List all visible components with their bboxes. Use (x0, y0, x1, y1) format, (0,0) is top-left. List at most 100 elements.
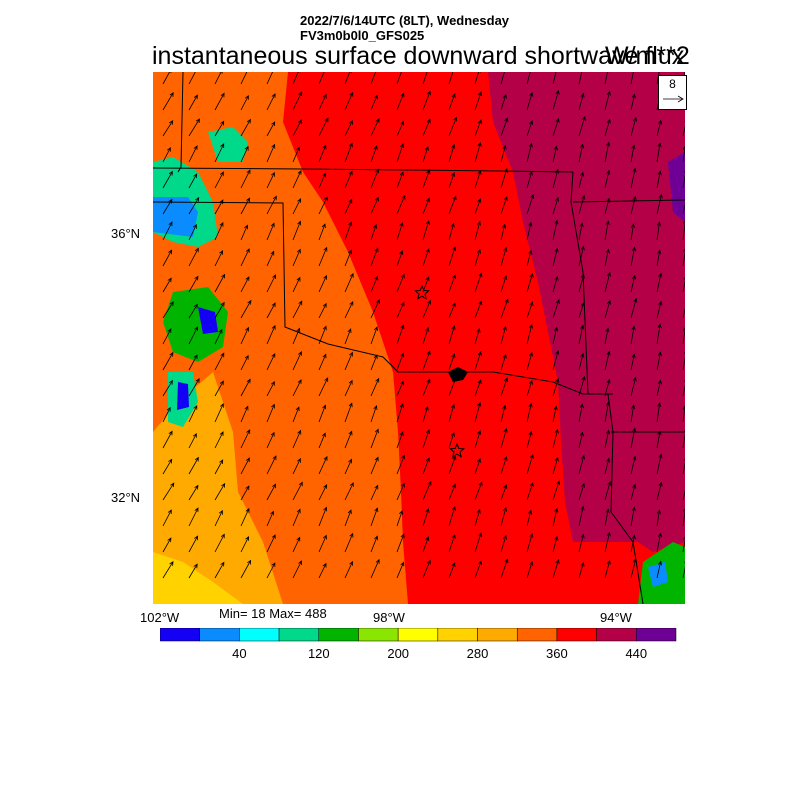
wind-arrow-icon (266, 483, 277, 501)
wind-arrow-icon (422, 559, 431, 579)
wind-arrow-icon (318, 562, 327, 579)
wind-arrow-icon (240, 405, 249, 423)
wind-arrow-icon (214, 328, 223, 345)
green-cell-small (208, 127, 248, 162)
wind-arrow-icon (422, 220, 430, 241)
wind-arrow-icon (448, 274, 456, 293)
wind-arrow-icon (396, 482, 405, 501)
wind-arrow-icon (526, 272, 534, 293)
wind-arrow-icon (292, 91, 303, 111)
wind-arrow-icon (630, 404, 636, 423)
wind-arrow-icon (630, 167, 637, 189)
wind-arrow-icon (604, 457, 611, 475)
wind-arrow-icon (344, 379, 353, 397)
wind-arrow-icon (422, 72, 428, 85)
wind-arrow-icon (396, 380, 404, 397)
wind-arrow-icon (578, 72, 583, 85)
wind-arrow-icon (656, 323, 662, 345)
wind-arrow-icon (552, 456, 559, 475)
wind-arrow-icon (682, 380, 685, 397)
wind-arrow-icon (526, 379, 533, 397)
wind-arrow-icon (474, 248, 481, 267)
wind-arrow-icon (656, 402, 662, 423)
wind-arrow-icon (448, 246, 457, 267)
wind-arrow-icon (422, 326, 430, 345)
wind-arrow-icon (448, 116, 458, 137)
wind-arrow-icon (630, 246, 637, 267)
wind-arrow-icon (604, 248, 610, 267)
star-marker-icon (414, 284, 430, 300)
border-nm-west (177, 72, 184, 173)
wind-arrow-icon (656, 142, 662, 163)
min-max-label: Min= 18 Max= 488 (219, 606, 327, 621)
wind-arrow-icon (500, 456, 508, 475)
wind-arrow-icon (448, 353, 456, 371)
wind-arrow-icon (474, 351, 482, 371)
wind-arrow-icon (552, 405, 558, 423)
wind-arrow-icon (656, 72, 660, 85)
wind-arrow-icon (292, 536, 301, 553)
wind-arrow-icon (448, 222, 455, 241)
wind-arrow-icon (266, 324, 276, 345)
wind-arrow-icon (396, 273, 405, 293)
wind-arrow-icon (526, 120, 534, 137)
wind-arrow-icon (656, 300, 663, 319)
wind-arrow-icon (500, 72, 505, 85)
wind-arrow-icon (292, 169, 302, 189)
wind-arrow-icon (292, 276, 301, 293)
wind-arrow-icon (422, 508, 430, 527)
wind-arrow-icon (214, 301, 225, 319)
wind-arrow-icon (474, 508, 481, 527)
colorbar-tick-label: 40 (232, 646, 246, 661)
wind-arrow-icon (162, 221, 173, 241)
wind-arrow-icon (422, 480, 432, 501)
wind-arrow-icon (422, 405, 429, 423)
wind-arrow-icon (266, 143, 276, 163)
wind-arrow-icon (552, 89, 560, 111)
wind-arrow-icon (162, 328, 172, 345)
wind-arrow-icon (682, 277, 685, 293)
wind-arrow-icon (500, 404, 507, 423)
wind-arrow-icon (162, 537, 172, 553)
wind-arrow-icon (292, 350, 302, 371)
colorbar-swatch (199, 628, 240, 642)
wind-arrow-icon (552, 535, 559, 553)
wind-arrow-icon (188, 378, 200, 397)
colorbar-tick-label: 120 (308, 646, 330, 661)
wind-arrow-icon (396, 352, 405, 371)
wind-arrow-icon (318, 172, 326, 189)
colorbar-swatch (397, 628, 439, 642)
colorbar-tick-label: 360 (546, 646, 568, 661)
wind-arrow-icon (396, 533, 405, 553)
wind-arrow-icon (266, 562, 276, 579)
wind-arrow-icon (500, 246, 508, 267)
wind-arrow-icon (578, 505, 585, 527)
wind-arrow-icon (526, 91, 534, 111)
border-louisiana (607, 393, 644, 604)
wind-arrow-icon (578, 403, 584, 423)
wind-arrow-icon (656, 560, 663, 579)
wind-arrow-icon (292, 119, 302, 137)
wind-arrow-icon (188, 535, 199, 553)
wind-arrow-icon (500, 325, 507, 345)
wind-arrow-icon (266, 380, 275, 397)
wind-arrow-icon (630, 534, 636, 553)
wind-arrow-icon (344, 142, 353, 163)
wind-arrow-icon (240, 299, 252, 319)
wind-arrow-icon (318, 302, 327, 319)
wind-arrow-icon (526, 509, 533, 527)
wind-arrow-icon (266, 121, 276, 137)
wind-arrow-icon (318, 432, 326, 449)
colorbar-swatch (437, 628, 478, 642)
wind-arrow-icon (240, 169, 251, 189)
wind-arrow-icon (500, 196, 508, 215)
wind-arrow-icon (292, 457, 301, 475)
wind-arrow-icon (240, 354, 249, 371)
wind-arrow-icon (474, 429, 482, 449)
wind-arrow-icon (552, 247, 559, 267)
wind-arrow-icon (448, 483, 456, 501)
wind-arrow-icon (474, 379, 482, 397)
wind-arrow-icon (318, 404, 327, 423)
wind-arrow-icon (214, 92, 225, 111)
light-orange-region (153, 372, 283, 604)
